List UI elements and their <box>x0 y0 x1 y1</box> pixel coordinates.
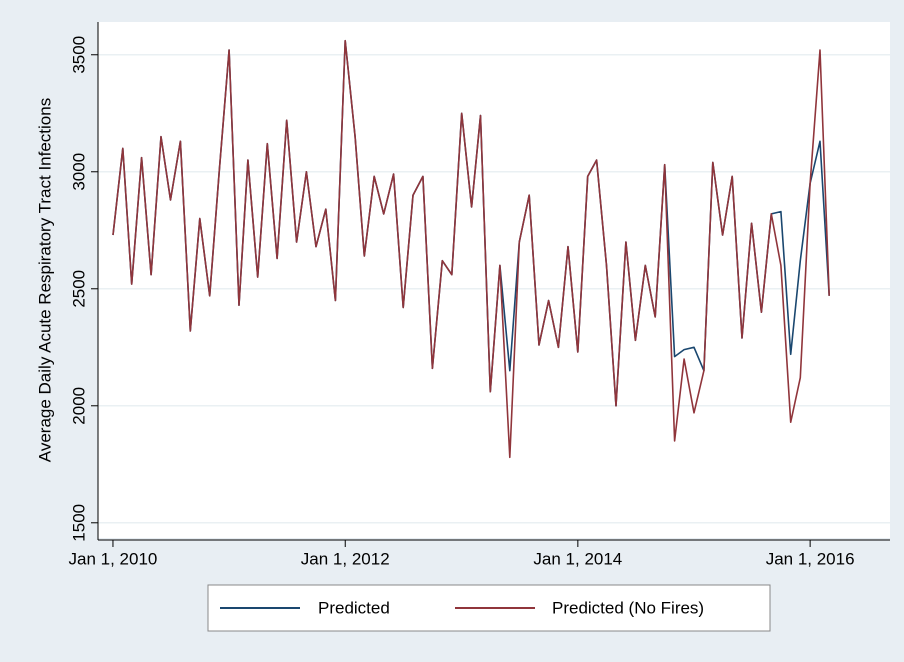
y-tick-label: 1500 <box>69 504 88 542</box>
x-tick-label: Jan 1, 2012 <box>301 549 390 568</box>
y-tick-label: 2500 <box>69 270 88 308</box>
x-tick-label: Jan 1, 2016 <box>766 549 855 568</box>
legend-label: Predicted (No Fires) <box>552 598 704 617</box>
plot-area <box>98 22 890 538</box>
series-line <box>112 39 830 459</box>
legend-label: Predicted <box>318 598 390 617</box>
x-tick-label: Jan 1, 2014 <box>533 549 622 568</box>
y-tick-label: 3000 <box>69 153 88 191</box>
y-axis-label: Average Daily Acute Respiratory Tract In… <box>35 98 54 462</box>
x-tick-label: Jan 1, 2010 <box>69 549 158 568</box>
y-tick-label: 3500 <box>69 36 88 74</box>
y-tick-label: 2000 <box>69 387 88 425</box>
